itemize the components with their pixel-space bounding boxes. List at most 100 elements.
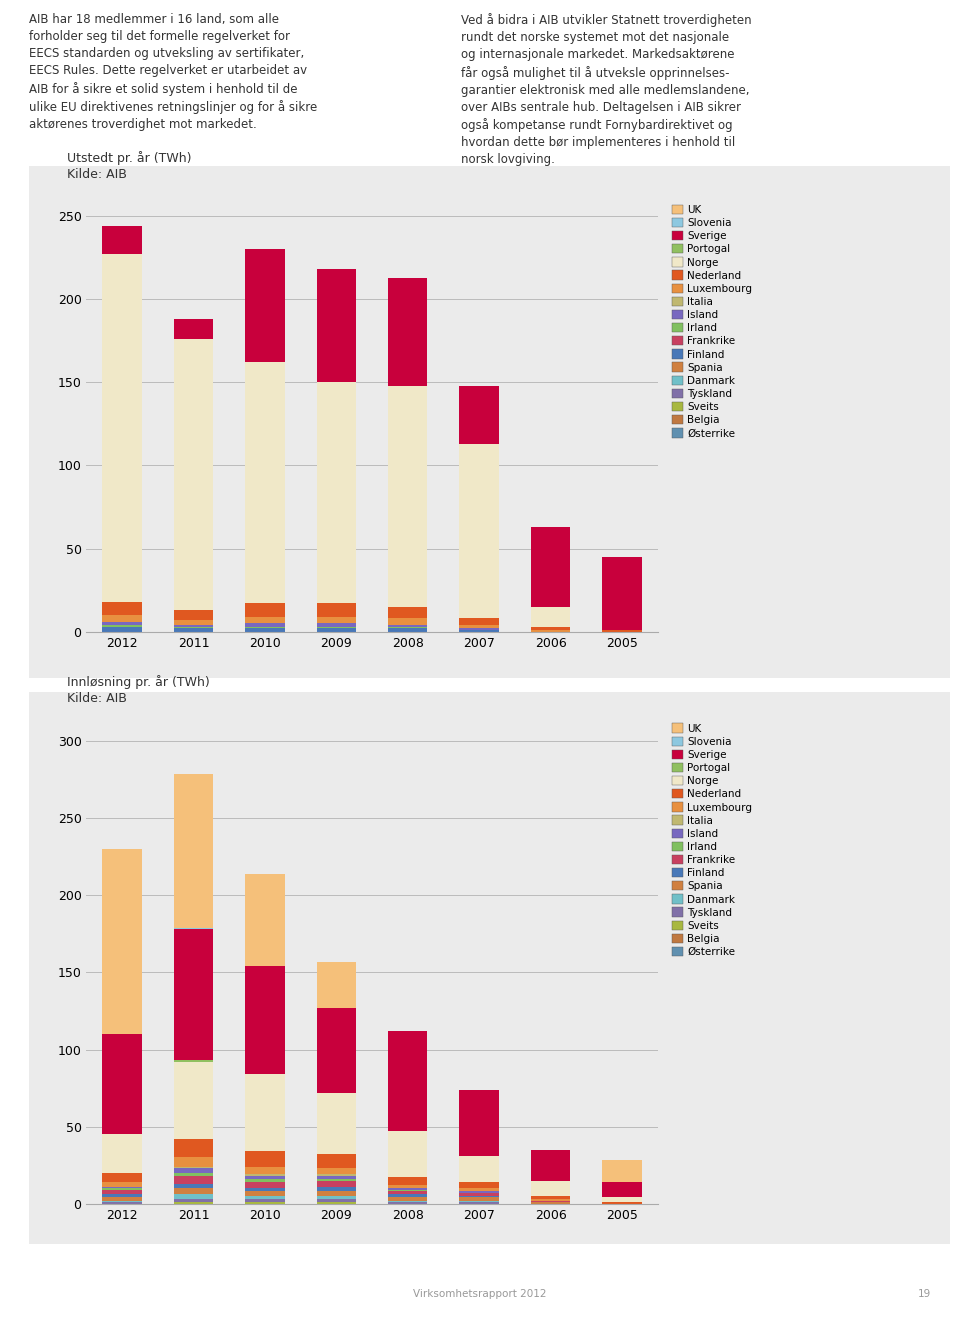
Bar — [460, 1192, 499, 1193]
Bar — [317, 1176, 356, 1178]
Text: AIB har 18 medlemmer i 16 land, som alle
forholder seg til det formelle regelver: AIB har 18 medlemmer i 16 land, som alle… — [29, 13, 317, 132]
Bar — [245, 624, 284, 626]
Bar — [245, 1178, 284, 1182]
Bar — [317, 1192, 356, 1196]
Bar — [602, 557, 641, 630]
Bar — [460, 1182, 499, 1188]
Bar — [174, 1184, 213, 1188]
Bar — [245, 1196, 284, 1200]
Bar — [174, 1166, 213, 1168]
Bar — [245, 874, 284, 967]
Bar — [531, 1202, 570, 1204]
Bar — [174, 1173, 213, 1176]
Bar — [602, 630, 641, 632]
Bar — [245, 604, 284, 617]
Bar — [317, 604, 356, 617]
Bar — [245, 1188, 284, 1192]
Bar — [103, 1201, 142, 1202]
Bar — [317, 1178, 356, 1181]
Bar — [602, 1202, 641, 1204]
Bar — [317, 624, 356, 626]
Bar — [531, 1200, 570, 1201]
Bar — [317, 1008, 356, 1093]
Bar — [460, 1193, 499, 1196]
Bar — [388, 625, 427, 626]
Bar — [245, 628, 284, 632]
Bar — [388, 1194, 427, 1197]
Bar — [174, 928, 213, 930]
Bar — [317, 382, 356, 604]
Bar — [460, 1188, 499, 1192]
Bar — [103, 621, 142, 625]
Bar — [103, 1035, 142, 1134]
Bar — [245, 249, 284, 362]
Bar — [103, 1202, 142, 1204]
Bar — [103, 1194, 142, 1197]
Bar — [460, 386, 499, 444]
Bar — [174, 319, 213, 339]
Bar — [460, 1197, 499, 1201]
Bar — [460, 444, 499, 618]
Bar — [174, 625, 213, 626]
Bar — [317, 1093, 356, 1154]
Bar — [460, 618, 499, 625]
Bar — [103, 254, 142, 601]
Bar — [174, 628, 213, 632]
Bar — [317, 269, 356, 382]
Bar — [174, 1176, 213, 1184]
Bar — [531, 1201, 570, 1202]
Bar — [388, 1190, 427, 1192]
Bar — [531, 1181, 570, 1196]
Bar — [103, 1190, 142, 1194]
Text: Ved å bidra i AIB utvikler Statnett troverdigheten
rundt det norske systemet mot: Ved å bidra i AIB utvikler Statnett trov… — [461, 13, 752, 166]
Bar — [388, 278, 427, 386]
Bar — [531, 630, 570, 632]
Bar — [103, 1173, 142, 1182]
Bar — [103, 601, 142, 614]
Bar — [174, 1194, 213, 1200]
Bar — [531, 1196, 570, 1200]
Bar — [245, 1075, 284, 1152]
Bar — [103, 1182, 142, 1186]
Bar — [103, 1188, 142, 1190]
Bar — [531, 606, 570, 626]
Bar — [245, 1176, 284, 1178]
Bar — [317, 617, 356, 624]
Bar — [317, 628, 356, 632]
Bar — [460, 1156, 499, 1182]
Bar — [245, 362, 284, 604]
Bar — [174, 1188, 213, 1194]
Bar — [174, 1060, 213, 1061]
Legend: UK, Slovenia, Sverige, Portogal, Norge, Nederland, Luxembourg, Italia, Island, I: UK, Slovenia, Sverige, Portogal, Norge, … — [672, 724, 752, 958]
Bar — [174, 1157, 213, 1166]
Bar — [460, 1201, 499, 1202]
Bar — [388, 1197, 427, 1201]
Bar — [388, 1031, 427, 1132]
Bar — [388, 1177, 427, 1185]
Bar — [602, 1161, 641, 1182]
Bar — [245, 1182, 284, 1188]
Bar — [103, 226, 142, 254]
Bar — [317, 1168, 356, 1174]
Bar — [174, 1138, 213, 1157]
Bar — [245, 1200, 284, 1202]
Bar — [174, 774, 213, 928]
Bar — [245, 1174, 284, 1176]
Bar — [317, 1174, 356, 1176]
Bar — [602, 1197, 641, 1202]
Bar — [460, 1089, 499, 1156]
Bar — [174, 620, 213, 625]
Bar — [388, 1132, 427, 1177]
Bar — [460, 628, 499, 630]
Bar — [103, 849, 142, 1035]
Bar — [388, 1202, 427, 1204]
Bar — [531, 527, 570, 606]
Bar — [460, 625, 499, 628]
Bar — [245, 967, 284, 1075]
Text: Utstedt pr. år (TWh): Utstedt pr. år (TWh) — [67, 152, 192, 165]
Bar — [103, 614, 142, 621]
Bar — [531, 1149, 570, 1181]
Bar — [317, 626, 356, 628]
Bar — [174, 1200, 213, 1202]
Bar — [388, 628, 427, 632]
